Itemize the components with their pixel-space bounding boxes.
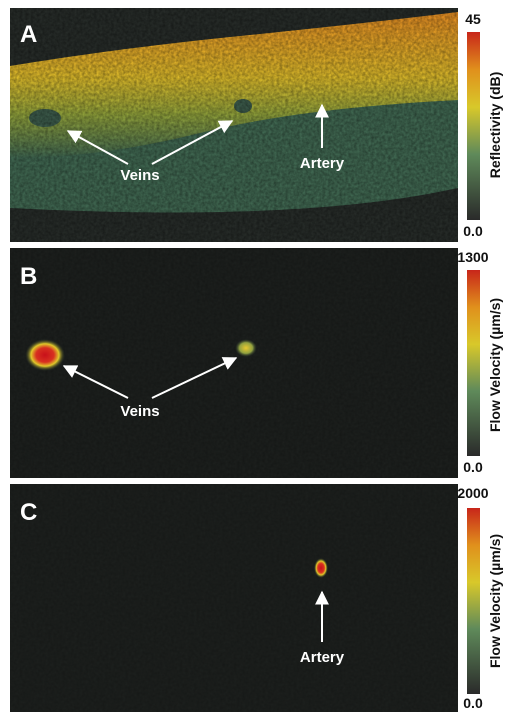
vein-flow [25,339,65,371]
panel-a: A Veins Artery 45 0.0 Reflectivity (dB) [10,8,503,242]
annotation: Artery [300,649,345,666]
colorbar-min: 0.0 [463,695,483,711]
texture [10,484,458,712]
colorbar-max: 1300 [457,249,488,265]
colorbar-title: Reflectivity (dB) [487,72,503,179]
colorbar-title: Flow Velocity (µm/s) [487,298,503,432]
figure: A Veins Artery 45 0.0 Reflectivity (dB) … [0,0,513,717]
annotation: Veins [120,167,159,184]
panel-label: B [20,263,37,290]
colorbar [467,270,480,456]
panel-b: B Veins 1300 0.0 Flow Velocity (µm/s) [10,248,503,478]
colorbar-min: 0.0 [463,459,483,475]
artery-flow [314,558,328,578]
annotation: Artery [300,155,345,172]
texture [10,248,458,478]
colorbar-max: 2000 [457,485,488,501]
colorbar [467,32,480,220]
panel-c: C Artery 2000 0.0 Flow Velocity (µm/s) [10,484,503,712]
texture [10,8,458,242]
colorbar [467,508,480,694]
colorbar-max: 45 [465,11,481,27]
panel-label: C [20,499,37,526]
panel-label: A [20,21,37,48]
annotation: Veins [120,403,159,420]
colorbar-title: Flow Velocity (µm/s) [487,534,503,668]
vein-flow [235,339,257,357]
colorbar-min: 0.0 [463,223,483,239]
